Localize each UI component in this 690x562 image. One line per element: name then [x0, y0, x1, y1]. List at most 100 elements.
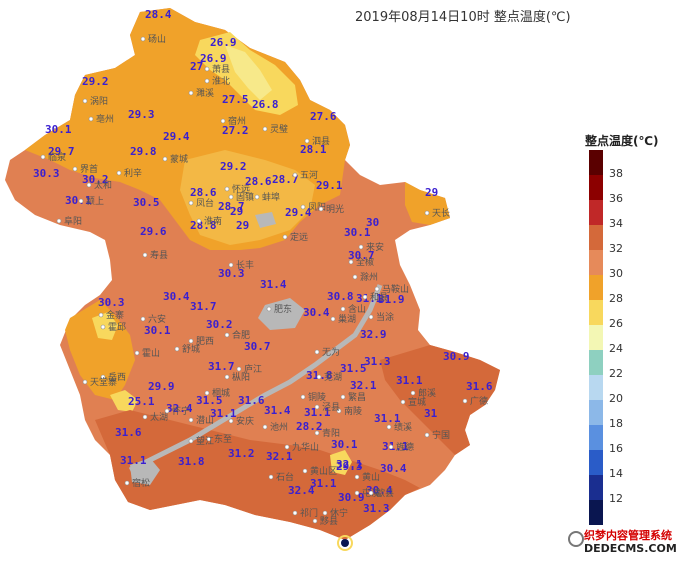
station-dot [368, 314, 374, 320]
temperature-label: 31.1 [210, 407, 237, 420]
station-dot [318, 206, 324, 212]
temperature-label: 32.4 [166, 402, 193, 415]
temperature-label: 30.7 [348, 249, 375, 262]
station-dot [82, 379, 88, 385]
station-dot [116, 170, 122, 176]
temperature-label: 30.3 [218, 267, 245, 280]
city-label: 池州 [270, 421, 288, 433]
station-dot [462, 398, 468, 404]
city-label: 蚌埠 [262, 191, 280, 203]
city-label: 淮南 [204, 215, 222, 227]
station-dot [386, 424, 392, 430]
city-label: 南陵 [344, 405, 362, 417]
region-southeast-32 [380, 345, 500, 455]
station-dot [86, 182, 92, 188]
city-label: 定远 [290, 231, 308, 243]
temperature-label: 29.9 [148, 380, 175, 393]
station-dot [316, 374, 322, 380]
temperature-label: 26.9 [200, 52, 227, 65]
station-dot [224, 332, 230, 338]
station-dot [188, 338, 194, 344]
station-dot [362, 294, 368, 300]
city-label: 太和 [94, 179, 112, 191]
city-label: 霍邱 [108, 322, 126, 333]
temperature-label: 30.1 [144, 324, 171, 337]
city-label: 肥西 [196, 336, 214, 347]
temperature-label: 29.6 [140, 225, 167, 238]
station-dot [300, 394, 306, 400]
station-dot [368, 490, 374, 496]
temperature-label: 28.2 [296, 420, 323, 433]
station-dot [330, 316, 336, 322]
temperature-label: 29.2 [220, 160, 247, 173]
temperature-label: 30.9 [338, 491, 365, 504]
station-dot [228, 194, 234, 200]
station-dot [100, 374, 106, 380]
city-label: 休宁 [330, 507, 348, 519]
temperature-label: 31.1 [382, 440, 409, 453]
city-label: 合肥 [232, 329, 250, 341]
station-dot [188, 200, 194, 206]
station-dot [262, 424, 268, 430]
legend-label: 18 [609, 417, 623, 430]
city-label: 濉溪 [196, 87, 214, 99]
temperature-label: 30.1 [331, 438, 358, 451]
city-label: 界首 [80, 163, 98, 175]
station-dot [282, 234, 288, 240]
legend-label: 30 [609, 267, 623, 280]
temperature-label: 29.7 [48, 145, 75, 158]
legend-swatch [589, 200, 603, 225]
watermark-logo-icon [568, 531, 584, 547]
cool-station-halo [337, 535, 353, 551]
temperature-label: 31.1 [374, 412, 401, 425]
station-dot [124, 480, 130, 486]
legend-swatch [589, 275, 603, 300]
legend-label: 24 [609, 342, 623, 355]
watermark: 织梦内容管理系统 DEDECMS.COM [548, 527, 688, 559]
station-dot [204, 78, 210, 84]
station-dot [268, 474, 274, 480]
station-dot [292, 172, 298, 178]
city-label: 天长 [432, 207, 450, 219]
temperature-label: 28.1 [300, 143, 327, 156]
station-dot [140, 36, 146, 42]
temperature-label: 28.6 [190, 186, 217, 199]
temperature-label: 30.9 [443, 350, 470, 363]
legend-label: 32 [609, 242, 623, 255]
city-label: 宁国 [432, 429, 450, 441]
city-label: 含山 [348, 303, 366, 315]
station-dot [196, 218, 202, 224]
city-label: 宿松 [132, 477, 150, 489]
temperature-label: 31.5 [340, 362, 367, 375]
station-dot [206, 436, 212, 442]
temperature-label: 31.7 [208, 360, 235, 373]
station-dot [98, 312, 104, 318]
city-label: 长丰 [236, 259, 254, 271]
temperature-label: 32.1 [350, 379, 377, 392]
temperature-label: 26.8 [252, 98, 279, 111]
temperature-label: 31.3 [364, 355, 391, 368]
station-dot [314, 430, 320, 436]
station-dot [352, 274, 358, 280]
city-label: 滁州 [360, 272, 378, 283]
city-label: 郎溪 [418, 387, 436, 399]
city-label: 涡阳 [90, 96, 108, 107]
station-dot [314, 404, 320, 410]
temperature-label: 30.5 [133, 196, 160, 209]
station-dot [40, 154, 46, 160]
legend-label: 14 [609, 467, 623, 480]
station-dot [142, 414, 148, 420]
temperature-label: 31.9 [378, 293, 405, 306]
lake-huanghu [130, 458, 160, 485]
station-dot [204, 66, 210, 72]
temperature-label: 29.4 [163, 130, 190, 143]
temperature-label: 32.4 [288, 484, 315, 497]
station-dot [224, 374, 230, 380]
station-dot [424, 432, 430, 438]
legend-label: 38 [609, 167, 623, 180]
legend-label: 34 [609, 217, 623, 230]
station-dot [228, 262, 234, 268]
station-dot [188, 438, 194, 444]
temperature-label: 30.1 [344, 226, 371, 239]
